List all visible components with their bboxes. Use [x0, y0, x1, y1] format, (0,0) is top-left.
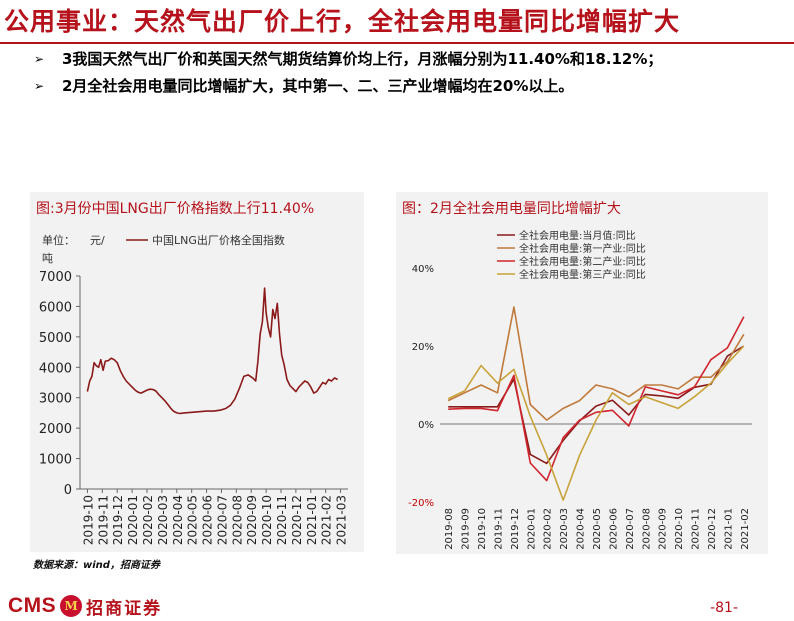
- legend-label: 中国LNG出厂价格全国指数: [152, 233, 285, 247]
- x-tick-label: 2020-08: [230, 495, 244, 545]
- lng-price-chart-panel: 图:3月份中国LNG出厂价格指数上行11.40% 单位： 元/吨 中国LNG出厂价格…: [30, 192, 364, 552]
- x-tick-label: 2019-11: [493, 508, 504, 550]
- y-tick-label: 6000: [39, 300, 72, 315]
- x-tick-label: 2020-06: [201, 495, 215, 545]
- series-line: [448, 345, 745, 465]
- bullet-text: 2月全社会用电量同比增幅扩大，其中第一、二、三产业增幅均在20%以上。: [62, 77, 574, 95]
- y-tick-label: 5000: [39, 331, 72, 346]
- x-tick-label: 2021-03: [335, 495, 349, 545]
- y-axis-unit-label: 元/: [90, 234, 105, 247]
- x-tick-label: 2020-10: [674, 508, 685, 550]
- x-tick-label: 2020-11: [275, 495, 289, 545]
- x-tick-label: 2021-02: [740, 508, 751, 550]
- chart-title: 图:3月份中国LNG出厂价格指数上行11.40%: [36, 201, 315, 217]
- electricity-growth-chart: 全社会用电量:当月值:同比全社会用电量:第一产业:同比全社会用电量:第二产业:同…: [408, 229, 752, 550]
- legend-label: 全社会用电量:当月值:同比: [519, 229, 636, 242]
- x-tick-label: 2020-10: [260, 495, 274, 545]
- y-tick-label: 0%: [418, 420, 434, 431]
- data-source-note: 数据来源：wind，招商证券: [33, 560, 160, 571]
- y-tick-label: 20%: [412, 342, 434, 353]
- y-axis-unit-label: 吨: [42, 252, 53, 265]
- y-tick-label: 1000: [39, 453, 72, 468]
- x-tick-label: 2020-07: [215, 495, 229, 545]
- lng-price-chart: 单位： 元/吨 中国LNG出厂价格全国指数 0 1000 2000 3000 4000 5000…: [39, 233, 349, 545]
- x-tick-label: 2020-04: [171, 495, 185, 545]
- electricity-chart-panel: 图：2月全社会用电量同比增幅扩大 全社会用电量:当月值:同比 全社会用电量:第一产…: [396, 192, 768, 554]
- x-tick-label: 2019-11: [96, 495, 110, 545]
- title-divider: [0, 42, 794, 44]
- x-tick-label: 2020-05: [186, 495, 200, 545]
- series-line: [447, 345, 745, 501]
- chart-title: 图：2月全社会用电量同比增幅扩大: [402, 201, 621, 217]
- bullet-list: ➢ 3我国天然气出厂价和英国天然气期货结算价均上行，月涨幅分别为11.40%和1…: [34, 48, 774, 102]
- bullet-item: ➢ 2月全社会用电量同比增幅扩大，其中第一、二、三产业增幅均在20%以上。: [34, 75, 774, 98]
- legend-label: 全社会用电量:第三产业:同比: [519, 268, 646, 281]
- x-tick-label: 2020-07: [625, 508, 636, 550]
- x-tick-label: 2020-02: [543, 508, 554, 550]
- page-number: -81-: [710, 600, 738, 616]
- arrow-bullet-icon: ➢: [34, 52, 45, 66]
- company-logo: CMS M 招商证券: [8, 594, 163, 619]
- x-tick-label: 2020-01: [526, 508, 537, 550]
- x-tick-label: 2020-03: [559, 508, 570, 550]
- y-tick-label: 0: [64, 483, 72, 498]
- x-tick-label: 2019-08: [444, 508, 455, 550]
- x-tick-label: 2020-01: [126, 495, 140, 545]
- x-tick-label: 2020-09: [658, 508, 669, 550]
- x-tick-label: 2021-01: [723, 508, 734, 550]
- y-tick-label: 40%: [412, 264, 434, 275]
- x-tick-label: 2021-01: [305, 495, 319, 545]
- x-tick-label: 2019-09: [461, 508, 472, 550]
- x-tick-label: 2020-02: [141, 495, 155, 545]
- logo-mark-icon: M: [60, 595, 83, 617]
- legend-label: 全社会用电量:第一产业:同比: [519, 242, 646, 255]
- x-tick-label: 2020-03: [156, 495, 170, 545]
- x-tick-label: 2019-10: [477, 508, 488, 550]
- series-line: [86, 287, 338, 415]
- y-tick-label: 7000: [39, 270, 72, 285]
- x-tick-label: 2019-10: [81, 495, 95, 545]
- x-tick-label: 2019-12: [111, 495, 125, 545]
- bullet-item: ➢ 3我国天然气出厂价和英国天然气期货结算价均上行，月涨幅分别为11.40%和1…: [34, 48, 774, 71]
- x-tick-label: 2020-05: [592, 508, 603, 550]
- legend-label: 全社会用电量:第二产业:同比: [519, 255, 646, 268]
- bullet-text: 3我国天然气出厂价和英国天然气期货结算价均上行，月涨幅分别为11.40%和18.…: [62, 50, 663, 68]
- series-line: [447, 306, 745, 421]
- x-tick-label: 2019-12: [510, 508, 521, 550]
- y-axis-unit-label: 单位：: [42, 233, 75, 247]
- arrow-bullet-icon: ➢: [34, 79, 45, 93]
- x-tick-label: 2020-12: [707, 508, 718, 550]
- x-tick-label: 2021-02: [320, 495, 334, 545]
- series-line: [448, 316, 745, 482]
- logo-chinese-name: 招商证券: [86, 598, 163, 619]
- x-tick-label: 2020-04: [576, 508, 587, 550]
- y-tick-label: -20%: [408, 498, 434, 509]
- x-tick-label: 2020-09: [245, 495, 259, 545]
- x-tick-label: 2020-06: [608, 508, 619, 550]
- y-tick-label: 4000: [39, 361, 72, 376]
- logo-text: CMS: [8, 594, 57, 617]
- page-title: 公用事业：天然气出厂价上行，全社会用电量同比增幅扩大: [4, 7, 681, 36]
- y-tick-label: 3000: [39, 392, 72, 407]
- y-tick-label: 2000: [39, 422, 72, 437]
- x-tick-label: 2020-11: [691, 508, 702, 550]
- x-tick-label: 2020-08: [641, 508, 652, 550]
- x-tick-label: 2020-12: [290, 495, 304, 545]
